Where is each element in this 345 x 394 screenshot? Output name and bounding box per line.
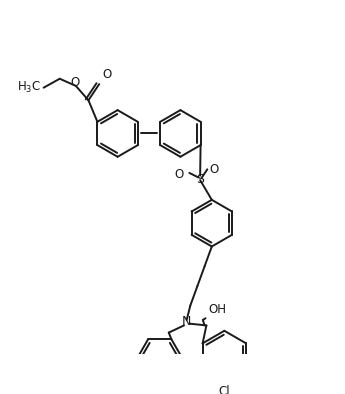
Text: H$_3$C: H$_3$C <box>17 80 41 95</box>
Text: OH: OH <box>208 303 226 316</box>
Text: N: N <box>182 315 191 328</box>
Text: Cl: Cl <box>218 385 230 394</box>
Text: O: O <box>103 69 112 82</box>
Text: O: O <box>70 76 79 89</box>
Text: O: O <box>209 163 218 176</box>
Text: S: S <box>196 173 204 186</box>
Text: O: O <box>175 168 184 181</box>
